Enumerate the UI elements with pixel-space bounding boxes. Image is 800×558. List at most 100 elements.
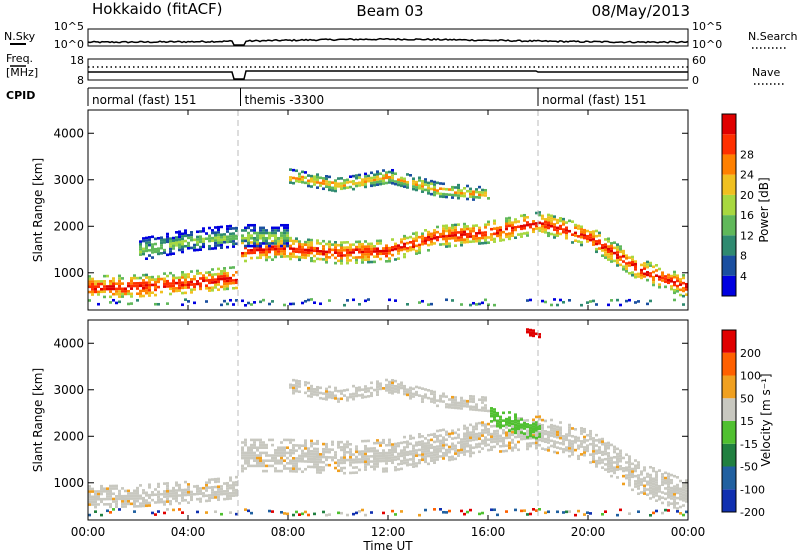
scatter-cell bbox=[283, 229, 286, 232]
scatter-cell bbox=[553, 424, 556, 428]
scatter-cell bbox=[283, 231, 286, 235]
scatter-cell bbox=[91, 293, 94, 296]
scatter-cell bbox=[229, 276, 232, 280]
scatter-cell bbox=[601, 254, 604, 257]
scatter-cell bbox=[565, 433, 568, 436]
scatter-cell bbox=[547, 216, 550, 219]
scatter-cell bbox=[154, 280, 157, 284]
scatter-cell bbox=[355, 174, 358, 177]
scatter-cell bbox=[379, 382, 382, 386]
scatter-cell bbox=[283, 449, 286, 452]
scatter-cell bbox=[532, 435, 535, 439]
scatter-cell bbox=[685, 492, 688, 495]
scatter-cell bbox=[250, 303, 253, 306]
scatter-cell bbox=[643, 264, 646, 268]
scatter-cell bbox=[358, 468, 361, 472]
scatter-cell bbox=[235, 494, 238, 497]
scatter-cell bbox=[151, 275, 154, 279]
scatter-cell bbox=[481, 231, 484, 235]
scatter-cell bbox=[271, 454, 274, 457]
scatter-cell bbox=[460, 509, 463, 513]
scatter-cell bbox=[277, 451, 280, 455]
scatter-cell bbox=[310, 259, 313, 263]
scatter-cell bbox=[262, 239, 265, 243]
scatter-cell bbox=[337, 469, 340, 473]
scatter-cell bbox=[520, 418, 523, 421]
scatter-cell bbox=[664, 476, 667, 480]
scatter-cell bbox=[397, 468, 400, 471]
scatter-cell bbox=[406, 247, 409, 250]
scatter-cell bbox=[427, 433, 430, 437]
scatter-cell bbox=[436, 404, 439, 408]
scatter-cell bbox=[217, 233, 220, 237]
scatter-cell bbox=[217, 228, 220, 232]
scatter-cell bbox=[673, 503, 676, 507]
scatter-cell bbox=[295, 449, 298, 452]
scatter-cell bbox=[262, 248, 265, 252]
scatter-cell bbox=[220, 241, 223, 244]
scatter-cell bbox=[472, 193, 475, 196]
scatter-cell bbox=[181, 511, 184, 514]
scatter-cell bbox=[280, 223, 283, 227]
scatter-cell bbox=[451, 193, 454, 197]
scatter-cell bbox=[403, 448, 406, 452]
scatter-cell bbox=[538, 427, 541, 431]
scatter-cell bbox=[136, 287, 139, 290]
scatter-cell bbox=[343, 254, 346, 257]
scatter-cell bbox=[679, 278, 682, 281]
scatter-cell bbox=[283, 303, 286, 307]
scatter-cell bbox=[376, 252, 379, 256]
scatter-cell bbox=[166, 482, 169, 485]
scatter-cell bbox=[310, 251, 313, 255]
scatter-cell bbox=[523, 421, 526, 425]
scatter-cell bbox=[565, 446, 568, 449]
scatter-cell bbox=[286, 446, 289, 450]
scatter-cell bbox=[358, 394, 361, 397]
scatter-cell bbox=[289, 236, 292, 240]
scatter-cell bbox=[307, 452, 310, 456]
scatter-cell bbox=[304, 452, 307, 455]
scatter-cell bbox=[514, 423, 517, 427]
scatter-cell bbox=[394, 445, 397, 448]
scatter-cell bbox=[544, 419, 547, 423]
scatter-cell bbox=[457, 191, 460, 195]
scatter-cell bbox=[421, 237, 424, 241]
scatter-cell bbox=[340, 249, 343, 252]
scatter-cell bbox=[646, 271, 649, 274]
scatter-cell bbox=[568, 431, 571, 435]
scatter-cell bbox=[463, 227, 466, 231]
scatter-cell bbox=[403, 451, 406, 455]
scatter-cell bbox=[457, 189, 460, 192]
scatter-cell bbox=[358, 256, 361, 259]
scatter-cell bbox=[364, 439, 367, 443]
scatter-cell bbox=[94, 280, 97, 283]
scatter-cell bbox=[154, 288, 157, 292]
scatter-cell bbox=[370, 260, 373, 264]
scatter-cell bbox=[148, 289, 151, 292]
scatter-cell bbox=[556, 433, 559, 436]
scatter-cell bbox=[202, 229, 205, 233]
scatter-cell bbox=[436, 236, 439, 239]
scatter-cell bbox=[466, 184, 469, 188]
scatter-cell bbox=[328, 175, 331, 179]
scatter-cell bbox=[445, 438, 448, 441]
scatter-cell bbox=[322, 252, 325, 256]
scatter-cell bbox=[676, 476, 679, 479]
scatter-cell bbox=[433, 451, 436, 454]
colorbar-tick-label: 200 bbox=[740, 347, 761, 360]
scatter-cell bbox=[667, 276, 670, 279]
scatter-cell bbox=[442, 235, 445, 238]
scatter-cell bbox=[307, 182, 310, 185]
scatter-cell bbox=[292, 384, 295, 387]
scatter-cell bbox=[505, 434, 508, 437]
scatter-cell bbox=[586, 301, 589, 304]
scatter-cell bbox=[172, 279, 175, 283]
scatter-cell bbox=[340, 446, 343, 449]
scatter-cell bbox=[322, 447, 325, 451]
scatter-cell bbox=[601, 458, 604, 462]
scatter-cell bbox=[463, 230, 466, 234]
scatter-cell bbox=[367, 253, 370, 256]
scatter-cell bbox=[298, 454, 301, 458]
scatter-cell bbox=[508, 216, 511, 220]
